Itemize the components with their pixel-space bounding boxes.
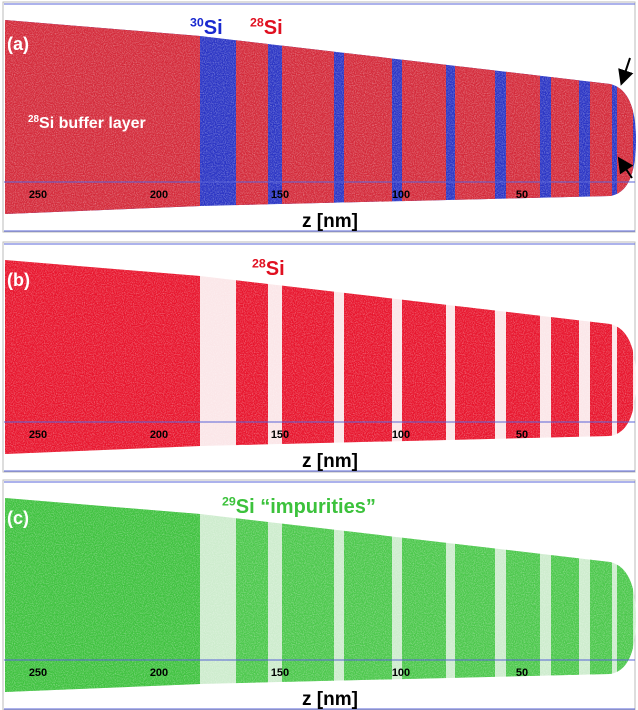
panel: (b) 250 200 150 100 50 z [nm]	[2, 241, 636, 473]
annotation: 29Si “impurities”	[222, 494, 376, 518]
element: Si	[264, 17, 283, 39]
tick-label: 50	[516, 667, 528, 679]
tick-label: 150	[271, 667, 289, 679]
panel-frame	[2, 479, 636, 710]
annotation: 28Si buffer layer	[28, 114, 146, 132]
tick-label: 250	[29, 189, 47, 201]
isotope-mass: 28	[252, 256, 266, 270]
arrow	[617, 156, 634, 179]
tick-label: 250	[29, 429, 47, 441]
annotation: 28Si	[250, 15, 283, 39]
arrow	[618, 57, 634, 86]
tick-label: 50	[516, 189, 528, 201]
axis-label: z [nm]	[302, 689, 358, 710]
element: Si	[204, 17, 223, 39]
panel: (c) 250 200 150 100 50 z [nm]	[2, 479, 636, 710]
element: Si “impurities”	[236, 496, 376, 518]
tick-label: 250	[29, 667, 47, 679]
panel-label: (c)	[7, 508, 29, 528]
panel-label: (b)	[7, 270, 30, 290]
tube	[5, 260, 636, 454]
axis-label: z [nm]	[302, 211, 358, 232]
panel-frame	[2, 241, 636, 473]
panel-frame	[2, 1, 636, 233]
tick-label: 150	[271, 189, 289, 201]
tick-label: 50	[516, 429, 528, 441]
tick-label: 200	[150, 189, 168, 201]
isotope-mass: 30	[190, 15, 204, 29]
axis-label: z [nm]	[302, 451, 358, 472]
isotope-mass: 28	[28, 114, 40, 125]
annotation: 28Si	[252, 256, 285, 280]
element: Si	[266, 258, 285, 280]
tick-label: 100	[392, 667, 410, 679]
tick-label: 100	[392, 429, 410, 441]
isotope-mass: 29	[222, 494, 236, 508]
tick-label: 200	[150, 667, 168, 679]
speckle	[5, 260, 636, 454]
panel-label: (a)	[7, 34, 29, 54]
isotope-mass: 28	[250, 15, 264, 29]
tick-label: 200	[150, 429, 168, 441]
annotation: 30Si	[190, 15, 223, 39]
tick-label: 150	[271, 429, 289, 441]
tick-label: 100	[392, 189, 410, 201]
element: Si buffer layer	[39, 115, 146, 132]
